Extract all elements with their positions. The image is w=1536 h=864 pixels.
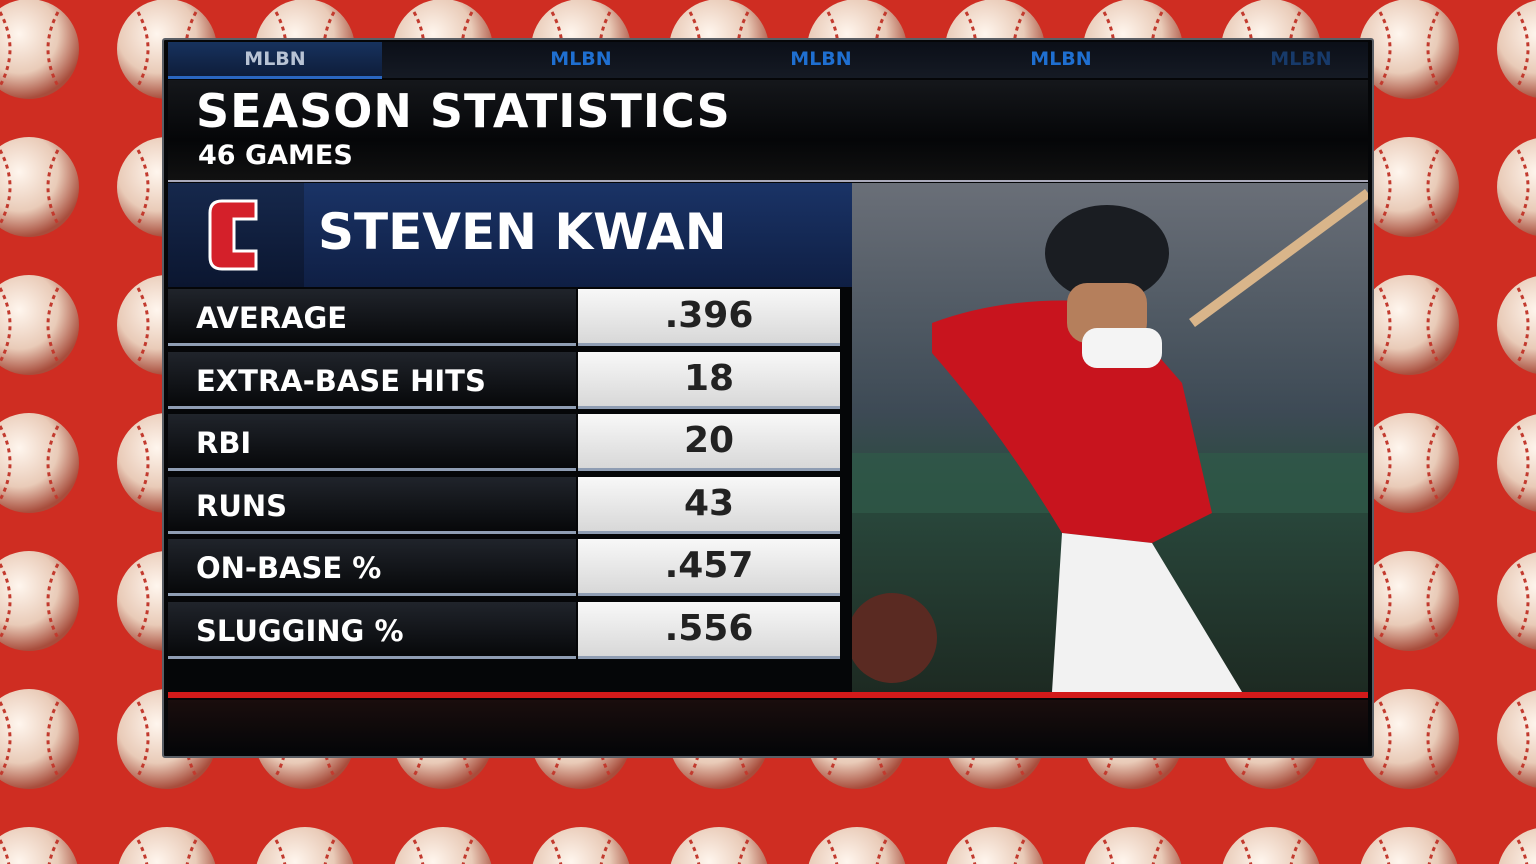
name-box: [304, 183, 852, 287]
tab-bar: MLBN MLBN MLBN MLBN MLBN: [168, 42, 1368, 79]
stat-label: ON-BASE %: [196, 551, 382, 585]
stat-label: SLUGGING %: [196, 613, 404, 648]
subtitle: 46 GAMES: [198, 140, 353, 171]
stat-label-cell: EXTRA-BASE HITS: [168, 351, 576, 409]
stat-value: 20: [578, 414, 840, 471]
stat-label: EXTRA-BASE HITS: [196, 363, 486, 398]
stat-value: .457: [578, 539, 840, 596]
stat-value: .396: [578, 289, 840, 346]
stat-label-cell: AVERAGE: [168, 289, 576, 346]
stat-label: AVERAGE: [196, 301, 348, 335]
title-box: [168, 80, 1368, 182]
tab: MLBN: [790, 48, 852, 70]
player-name: STEVEN KWAN: [318, 203, 727, 261]
tab: MLBN: [168, 42, 382, 79]
stat-value: .556: [578, 601, 840, 659]
stat-value: 18: [578, 351, 840, 409]
team-logo: [208, 199, 258, 271]
stat-label: RUNS: [196, 488, 288, 523]
accent-line: [168, 692, 1368, 698]
tab: MLBN: [1030, 48, 1092, 70]
photo-illustration: [852, 188, 1368, 692]
title: SEASON STATISTICS: [196, 84, 731, 138]
tab: MLBN: [1270, 48, 1332, 70]
team-logo-box: [168, 183, 304, 287]
stat-label-cell: RUNS: [168, 476, 576, 534]
stat-label-cell: ON-BASE %: [168, 539, 576, 596]
tab: MLBN: [550, 48, 612, 70]
stat-label: RBI: [196, 426, 252, 460]
player-photo: [852, 183, 1368, 692]
stat-label-cell: RBI: [168, 414, 576, 471]
bottom-bar: [168, 700, 1368, 752]
stat-label-cell: SLUGGING %: [168, 601, 576, 659]
stat-value: 43: [578, 476, 840, 534]
